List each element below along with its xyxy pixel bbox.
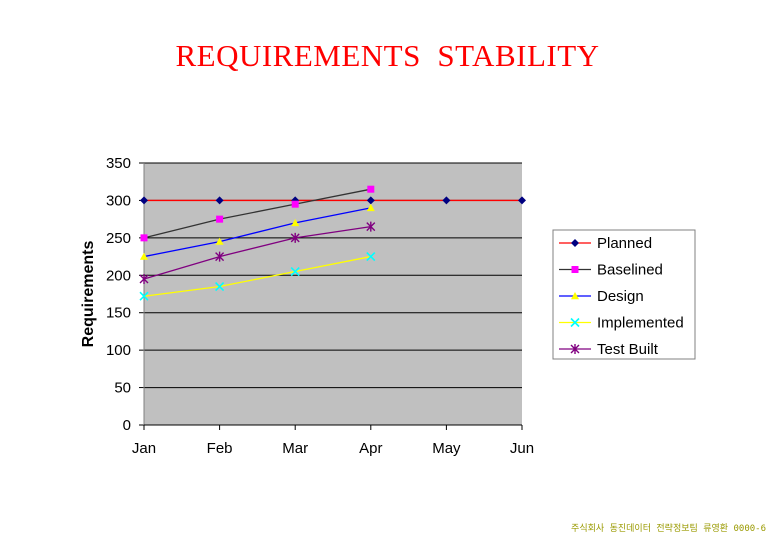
data-point-triangle — [291, 218, 300, 227]
data-point-x — [366, 252, 376, 262]
data-point-square — [367, 185, 375, 193]
y-tick-label: 50 — [114, 380, 131, 397]
x-axis-tick-labels: Jan Feb Mar Apr May Jun — [132, 440, 534, 457]
y-tick-label: 350 — [106, 155, 131, 172]
data-point-x — [290, 266, 300, 277]
legend-entry: Implemented — [559, 315, 684, 332]
data-point-star — [139, 274, 149, 285]
legend-entry: Test Built — [559, 341, 659, 358]
slide-title: REQUIREMENTS STABILITY — [175, 38, 600, 73]
x-tick-label: Mar — [282, 440, 308, 457]
legend-label: Design — [597, 288, 644, 305]
data-point-triangle — [215, 237, 224, 245]
y-tick-label: 100 — [106, 342, 131, 359]
series-line — [143, 255, 371, 297]
data-point-diamond — [442, 196, 451, 205]
data-point-square — [216, 215, 224, 223]
legend: Planned Baselined Design Implemented Test Bu… — [552, 229, 696, 360]
data-point-star — [366, 221, 376, 232]
y-tick-label: 250 — [106, 230, 131, 247]
y-tick-label: 150 — [106, 305, 131, 322]
legend-label: Baselined — [597, 262, 663, 279]
data-point-diamond — [140, 196, 148, 205]
data-point-square — [140, 234, 148, 242]
x-tick-label: May — [432, 440, 461, 457]
legend-entry: Design — [559, 288, 644, 305]
x-tick-label: Feb — [207, 440, 233, 457]
series-implemented — [139, 252, 376, 301]
data-point-triangle — [140, 252, 148, 260]
series-planned — [140, 196, 526, 205]
legend-box — [552, 229, 696, 360]
series-test-built — [139, 221, 376, 285]
y-tick-label: 300 — [106, 192, 131, 209]
legend-entry: Baselined — [559, 262, 663, 279]
y-axis-label: Requirements — [80, 241, 97, 348]
data-point-square — [571, 266, 579, 273]
x-tick-label: Apr — [359, 440, 382, 457]
data-point-x — [139, 291, 149, 301]
data-point-square — [291, 200, 299, 208]
data-point-star — [570, 344, 580, 354]
x-tick-label: Jun — [510, 440, 534, 457]
series-baselined — [140, 185, 375, 242]
data-point-diamond — [366, 196, 375, 205]
legend-entry: Planned — [559, 235, 652, 252]
data-point-triangle — [366, 203, 375, 212]
data-point-diamond — [518, 196, 526, 205]
series-line — [143, 225, 371, 280]
series-line — [143, 188, 371, 239]
footer-text: 주식회사 동진데이터 전략정보팀 류영환 0000-6 — [571, 524, 766, 534]
data-point-star — [290, 232, 300, 243]
data-point-diamond — [571, 239, 579, 247]
series-group — [139, 185, 526, 301]
data-point-star — [215, 251, 225, 262]
legend-label: Planned — [597, 235, 652, 252]
data-point-diamond — [215, 196, 224, 205]
y-tick-label: 0 — [123, 417, 131, 434]
legend-label: Implemented — [597, 315, 684, 332]
data-point-triangle — [571, 292, 579, 300]
x-tick-label: Jan — [132, 440, 156, 457]
series-line — [143, 207, 371, 258]
y-tick-label: 200 — [106, 267, 131, 284]
series-design — [140, 203, 375, 260]
data-point-x — [570, 317, 580, 328]
plot-area — [144, 163, 522, 425]
data-point-x — [215, 281, 225, 292]
legend-label: Test Built — [597, 341, 659, 358]
y-axis-tick-labels: 0 50 100 150 200 250 300 350 — [106, 155, 131, 434]
